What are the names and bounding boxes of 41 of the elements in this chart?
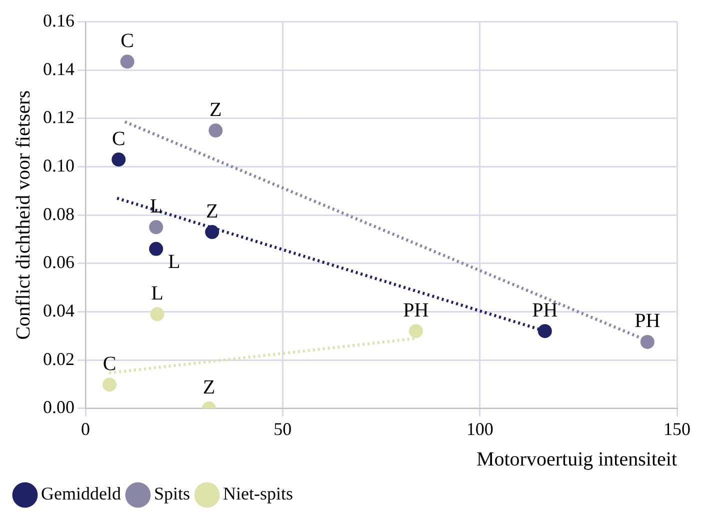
legend-label: Niet-spits xyxy=(223,484,293,504)
y-tick-label: 0.08 xyxy=(43,204,74,224)
annotation: PH xyxy=(634,310,660,332)
legend-label: Spits xyxy=(154,484,190,504)
x-axis-title: Motorvoertuig intensiteit xyxy=(476,448,678,470)
y-tick-label: 0.16 xyxy=(43,10,74,31)
annotation: C xyxy=(120,30,134,52)
point xyxy=(208,124,223,138)
y-tick-label: 0.10 xyxy=(43,156,74,176)
y-tick-label: 0.12 xyxy=(43,107,74,128)
y-tick-label: 0.04 xyxy=(43,300,74,320)
point xyxy=(150,307,164,322)
point xyxy=(538,324,552,338)
point xyxy=(149,242,164,256)
point xyxy=(120,54,134,69)
annotation: C xyxy=(112,128,126,150)
annotation: L xyxy=(168,251,180,274)
annotation: C xyxy=(102,352,116,375)
annotation: PH xyxy=(532,299,558,322)
y-tick-label: 0.14 xyxy=(43,58,74,79)
x-tick-label: 50 xyxy=(274,418,292,439)
y-tick-label: 0.06 xyxy=(43,252,74,272)
point xyxy=(102,378,117,392)
point xyxy=(640,334,654,349)
annotation: Z xyxy=(202,376,216,399)
point xyxy=(205,225,220,240)
annotation: L xyxy=(150,195,162,218)
x-tick-label: 100 xyxy=(466,418,494,439)
legend-label: Gemiddeld xyxy=(41,484,121,504)
annotation: Z xyxy=(210,98,222,121)
x-tick-label: 0 xyxy=(81,418,90,439)
x-tick-label: 150 xyxy=(664,418,690,439)
annotation: PH xyxy=(403,299,429,322)
point xyxy=(149,220,164,234)
point xyxy=(112,152,126,167)
y-tick-label: 0.02 xyxy=(43,348,74,369)
annotation: Z xyxy=(206,200,218,222)
annotation: L xyxy=(151,282,164,304)
y-tick-label: 0.00 xyxy=(43,397,74,418)
y-axis-title: Conflict dichtheid voor fietsers xyxy=(12,90,34,340)
point xyxy=(408,324,423,338)
